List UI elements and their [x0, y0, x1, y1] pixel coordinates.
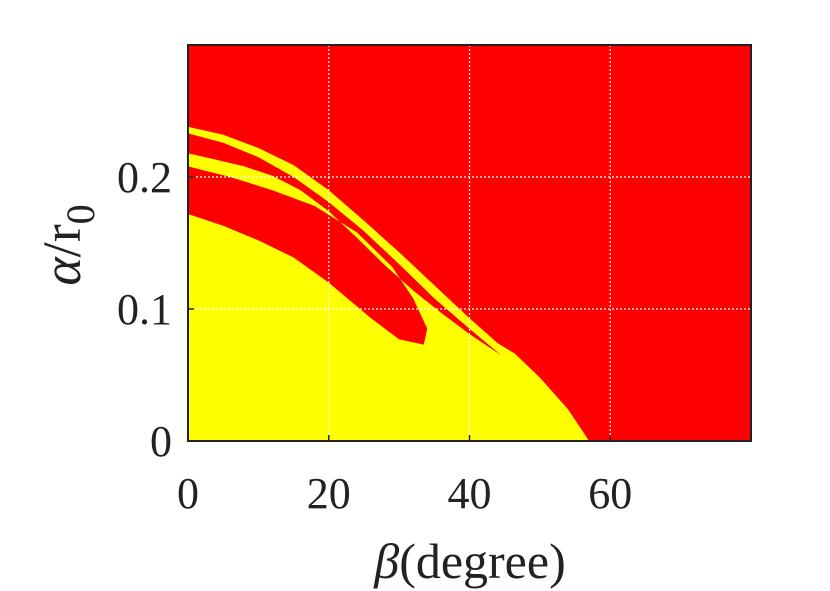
x-tick-label-2: 40 — [448, 469, 492, 518]
y-tick-label-0: 0 — [150, 417, 172, 466]
y-axis-subscript: 0 — [58, 204, 103, 224]
x-tick-label-0: 0 — [177, 469, 199, 518]
y-axis-text: /r — [32, 224, 92, 257]
region-0 — [188, 126, 590, 442]
y-tick-label-2: 0.2 — [117, 153, 172, 202]
regions-layer — [188, 126, 590, 442]
y-axis-symbol: α — [32, 256, 92, 286]
y-ticks: 0 0.1 0.2 — [117, 153, 194, 466]
y-axis-label: α/r0 — [32, 204, 103, 285]
y-tick-label-1: 0.1 — [117, 285, 172, 334]
x-ticks: 0 20 40 60 — [177, 435, 632, 518]
x-axis-symbol: β — [373, 533, 399, 589]
x-axis-text: (degree) — [399, 533, 566, 589]
x-tick-label-1: 20 — [307, 469, 351, 518]
grid-layer — [188, 45, 751, 441]
x-tick-label-3: 60 — [588, 469, 632, 518]
x-axis-label: β(degree) — [373, 533, 565, 589]
